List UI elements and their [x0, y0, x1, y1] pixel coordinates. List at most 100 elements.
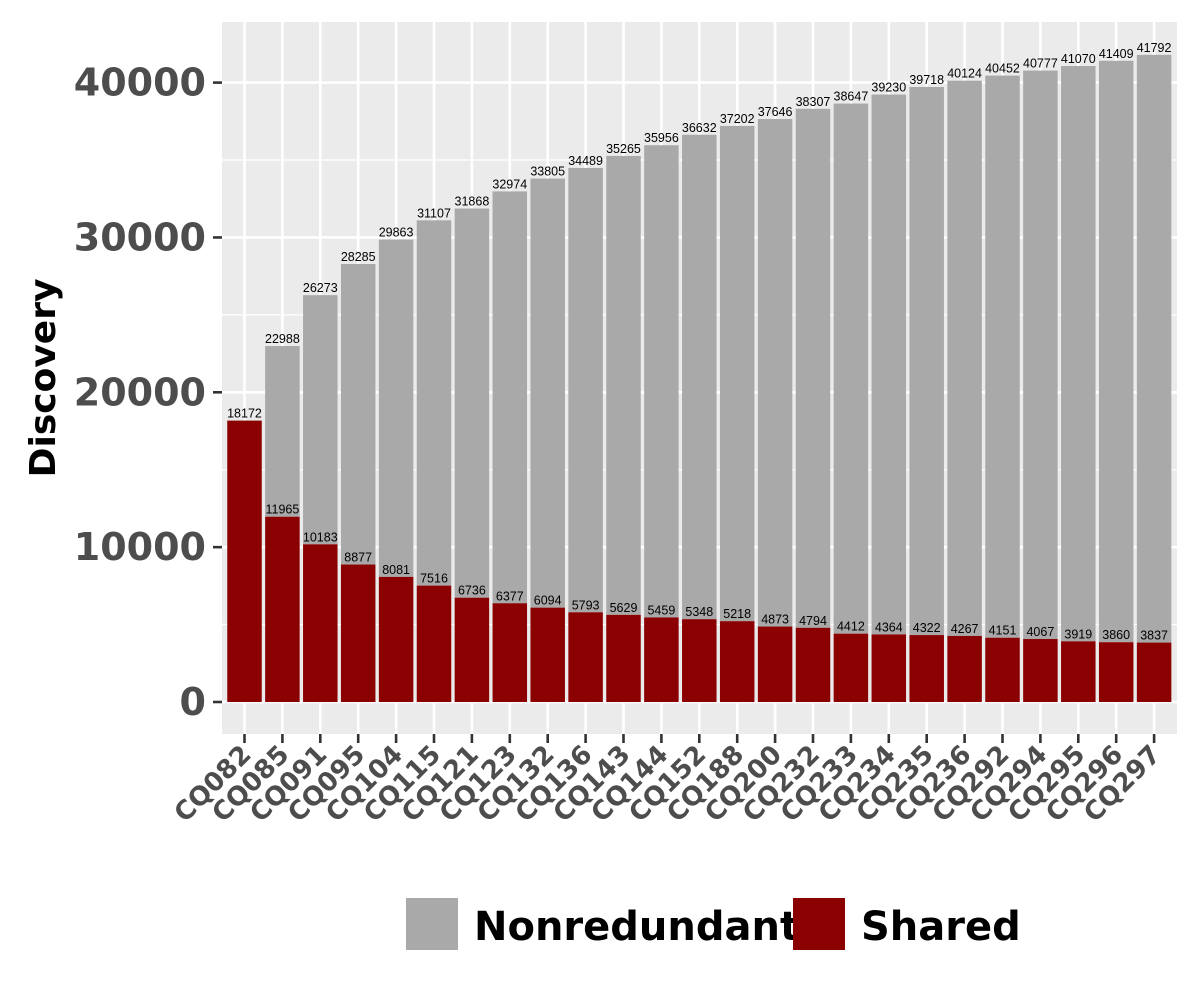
legend-key-nonredundant	[406, 898, 458, 950]
label-shared-cq104: 8081	[382, 563, 410, 577]
label-total-cq121: 31868	[455, 195, 490, 209]
label-total-cq085: 22988	[265, 332, 300, 346]
label-total-cq143: 35265	[606, 142, 641, 156]
legend-label-shared: Shared	[861, 904, 1021, 950]
bar-shared-cq232	[795, 627, 831, 702]
bar-shared-cq082	[227, 420, 262, 702]
bar-nonredundant-cq297	[1136, 54, 1172, 643]
bar-shared-cq143	[606, 614, 641, 702]
bar-shared-cq091	[303, 544, 338, 702]
bar-nonredundant-cq091	[303, 295, 338, 545]
label-shared-cq233: 4412	[837, 620, 865, 634]
label-total-cq188: 37202	[720, 112, 755, 126]
y-tick-label: 40000	[74, 61, 206, 105]
label-shared-cq234: 4364	[875, 620, 903, 634]
bar-shared-cq123	[492, 603, 528, 702]
bar-nonredundant-cq136	[568, 167, 603, 613]
label-total-cq294: 40777	[1023, 57, 1058, 71]
label-total-cq115: 31107	[417, 206, 451, 220]
label-total-cq095: 28285	[341, 250, 376, 264]
y-tick-label: 10000	[74, 525, 206, 569]
y-axis: 0 10000 20000 30000 40000	[74, 61, 222, 724]
label-total-cq104: 29863	[379, 226, 414, 240]
label-shared-cq188: 5218	[723, 607, 751, 621]
label-total-cq152: 36632	[682, 121, 717, 135]
bar-shared-cq085	[265, 516, 300, 702]
bar-nonredundant-cq232	[795, 108, 831, 628]
bar-nonredundant-cq115	[416, 220, 452, 586]
label-shared-cq152: 5348	[685, 605, 713, 619]
y-axis-title: Discovery	[23, 279, 64, 478]
label-total-cq091: 26273	[303, 281, 338, 295]
bar-shared-cq292	[985, 637, 1020, 702]
label-total-cq144: 35956	[644, 131, 679, 145]
bar-nonredundant-cq233	[833, 103, 869, 634]
label-shared-cq294: 4067	[1026, 625, 1054, 639]
bar-shared-cq152	[682, 619, 717, 702]
label-total-cq235: 39718	[909, 73, 944, 87]
bar-nonredundant-cq292	[985, 75, 1020, 638]
label-total-cq297: 41792	[1137, 41, 1172, 55]
label-shared-cq200: 4873	[761, 613, 789, 627]
bar-shared-cq235	[909, 635, 944, 702]
label-total-cq132: 33805	[530, 165, 565, 179]
bars	[227, 54, 1172, 702]
label-shared-cq132: 6094	[534, 594, 562, 608]
label-shared-cq144: 5459	[647, 603, 675, 617]
bar-nonredundant-cq123	[492, 191, 528, 604]
label-shared-cq292: 4151	[989, 624, 1017, 638]
label-shared-cq123: 6377	[496, 589, 524, 603]
label-total-cq123: 32974	[492, 177, 527, 191]
bar-shared-cq295	[1061, 641, 1096, 702]
label-shared-cq235: 4322	[913, 621, 941, 635]
bar-nonredundant-cq294	[1023, 70, 1058, 640]
data-labels: 18172 22988 11965 26273 10183 28285 8877 29863 8…	[227, 41, 1171, 643]
bar-nonredundant-cq104	[378, 239, 414, 577]
label-total-cq082: 18172	[227, 407, 262, 421]
label-shared-cq232: 4794	[799, 614, 827, 628]
label-shared-cq296: 3860	[1102, 628, 1130, 642]
label-shared-cq295: 3919	[1064, 627, 1092, 641]
y-tick-label: 0	[180, 680, 206, 724]
bar-shared-cq236	[947, 635, 982, 702]
legend-label-nonredundant: Nonredundant	[474, 904, 799, 950]
bar-shared-cq132	[530, 607, 565, 702]
bar-nonredundant-cq236	[947, 80, 982, 636]
bar-shared-cq294	[1023, 639, 1058, 702]
bar-nonredundant-cq188	[719, 125, 755, 622]
bar-nonredundant-cq085	[265, 346, 300, 517]
label-total-cq296: 41409	[1099, 47, 1134, 61]
x-axis: CQ082CQ085CQ091CQ095CQ104CQ115CQ121CQ123…	[169, 734, 1167, 828]
bar-nonredundant-cq152	[682, 134, 717, 620]
label-total-cq233: 38647	[834, 90, 869, 104]
bar-shared-cq104	[378, 576, 414, 702]
label-shared-cq115: 7516	[420, 572, 448, 586]
y-tick-label: 20000	[74, 370, 206, 414]
bar-nonredundant-cq132	[530, 178, 565, 608]
bar-shared-cq115	[416, 585, 452, 702]
bar-nonredundant-cq143	[606, 155, 641, 615]
bar-nonredundant-cq200	[757, 119, 793, 627]
bar-nonredundant-cq095	[340, 264, 376, 565]
bar-nonredundant-cq121	[454, 208, 490, 598]
label-shared-cq297: 3837	[1140, 629, 1168, 643]
label-total-cq200: 37646	[758, 105, 793, 119]
bar-shared-cq296	[1098, 642, 1134, 702]
bar-nonredundant-cq235	[909, 86, 944, 636]
bar-nonredundant-cq295	[1061, 66, 1096, 642]
label-shared-cq091: 10183	[303, 530, 338, 544]
bar-nonredundant-cq144	[644, 145, 679, 618]
bar-shared-cq121	[454, 597, 490, 702]
bar-shared-cq233	[833, 633, 869, 702]
label-total-cq236: 40124	[947, 67, 982, 81]
bar-shared-cq144	[644, 617, 679, 702]
legend-key-shared	[793, 898, 845, 950]
label-total-cq292: 40452	[985, 62, 1020, 76]
label-shared-cq095: 8877	[344, 551, 372, 565]
label-shared-cq136: 5793	[572, 598, 600, 612]
y-tick-label: 30000	[74, 215, 206, 259]
label-total-cq232: 38307	[796, 95, 831, 109]
label-shared-cq121: 6736	[458, 584, 486, 598]
